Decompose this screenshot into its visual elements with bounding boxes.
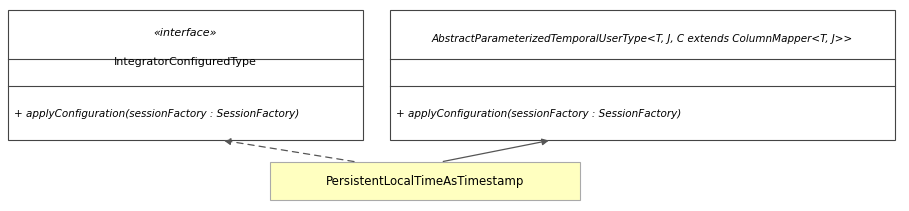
Text: «interface»: «interface» bbox=[154, 28, 217, 38]
Bar bbox=[390, 10, 895, 140]
Text: + applyConfiguration(sessionFactory : SessionFactory): + applyConfiguration(sessionFactory : Se… bbox=[14, 109, 299, 119]
Bar bbox=[8, 10, 363, 140]
Text: PersistentLocalTimeAsTimestamp: PersistentLocalTimeAsTimestamp bbox=[325, 174, 524, 188]
Text: AbstractParameterizedTemporalUserType<T, J, C extends ColumnMapper<T, J>>: AbstractParameterizedTemporalUserType<T,… bbox=[432, 34, 854, 44]
Bar bbox=[270, 162, 580, 200]
Text: + applyConfiguration(sessionFactory : SessionFactory): + applyConfiguration(sessionFactory : Se… bbox=[396, 109, 681, 119]
Text: IntegratorConfiguredType: IntegratorConfiguredType bbox=[114, 57, 257, 67]
